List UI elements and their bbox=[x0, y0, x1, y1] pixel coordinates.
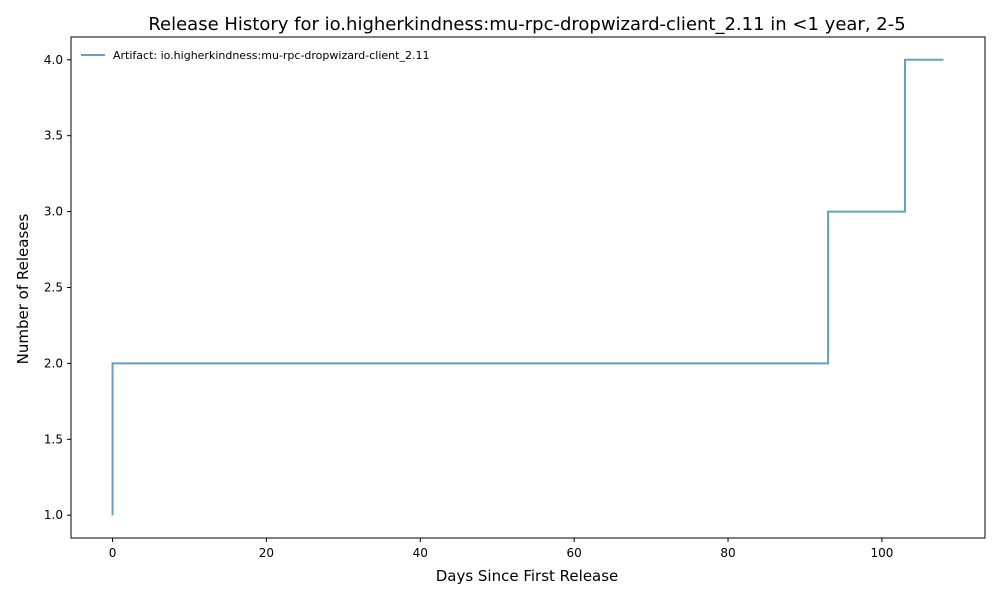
y-axis-label: Number of Releases bbox=[14, 213, 32, 364]
x-tick-label: 40 bbox=[413, 546, 428, 560]
x-tick-label: 20 bbox=[259, 546, 274, 560]
y-tick-label: 1.0 bbox=[44, 508, 63, 522]
y-tick-label: 2.0 bbox=[44, 356, 63, 370]
y-tick-label: 2.5 bbox=[44, 281, 63, 295]
x-tick-label: 100 bbox=[870, 546, 893, 560]
y-tick-label: 4.0 bbox=[44, 53, 63, 67]
chart-title: Release History for io.higherkindness:mu… bbox=[148, 14, 905, 35]
x-tick-label: 0 bbox=[109, 546, 117, 560]
x-axis-ticks: 0 20 40 60 80 100 bbox=[109, 538, 893, 560]
y-axis-ticks: 1.0 1.5 2.0 2.5 3.0 3.5 4.0 bbox=[44, 53, 71, 522]
y-tick-label: 3.0 bbox=[44, 205, 63, 219]
x-axis-label: Days Since First Release bbox=[436, 567, 619, 585]
plot-frame bbox=[70, 36, 986, 539]
x-tick-label: 60 bbox=[567, 546, 582, 560]
y-tick-label: 3.5 bbox=[44, 129, 63, 143]
y-tick-label: 1.5 bbox=[44, 432, 63, 446]
series-layer bbox=[111, 58, 944, 516]
legend-entry-label: Artifact: io.higherkindness:mu-rpc-dropw… bbox=[113, 49, 429, 62]
x-tick-label: 80 bbox=[720, 546, 735, 560]
legend: Artifact: io.higherkindness:mu-rpc-dropw… bbox=[81, 49, 429, 62]
series-line bbox=[111, 58, 944, 516]
